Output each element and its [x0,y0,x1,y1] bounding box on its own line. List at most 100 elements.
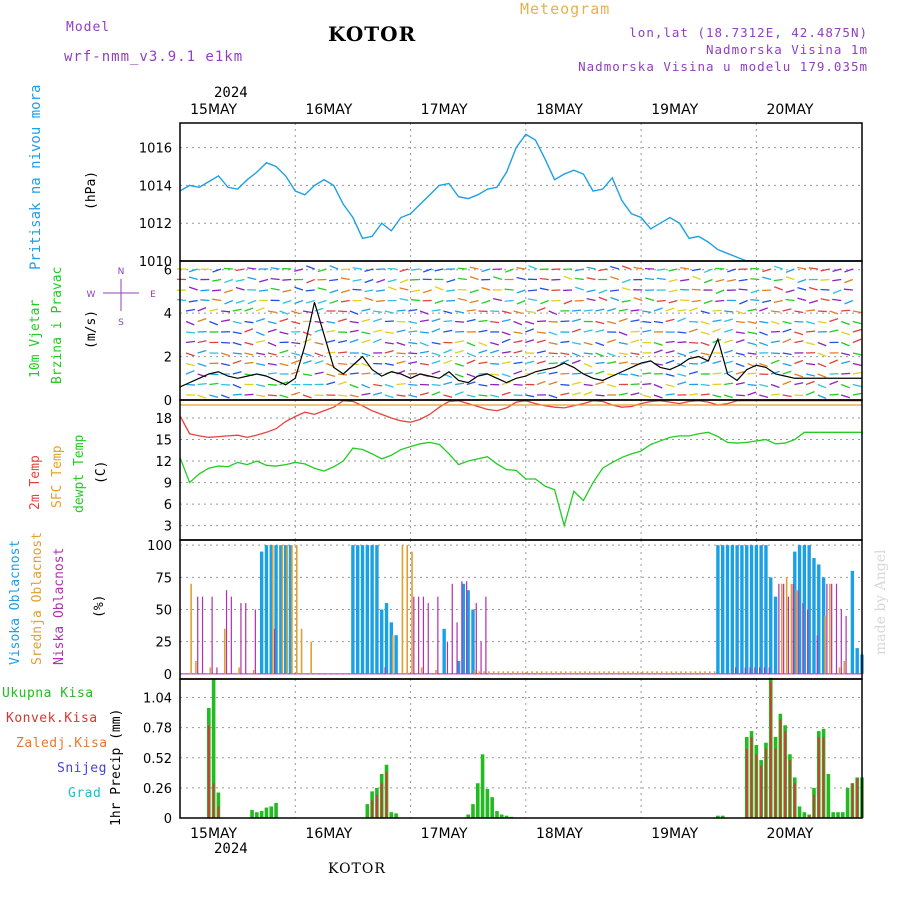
cloud-bar [478,671,481,674]
wind-arrow [244,341,254,346]
cloud-bar [773,596,778,674]
wind-arrow [408,309,418,312]
cloud-bar [281,545,284,674]
cloud-bar [413,596,415,674]
wind-arrow [349,372,359,375]
wind-arrow [279,349,289,354]
wind-arrow [621,278,631,284]
wind-arrow [794,382,804,386]
wind-arrow [770,359,780,365]
cloud-bar [790,583,793,674]
wind-arrow [689,393,699,396]
wind-arrow [454,362,464,367]
temp2m-line [179,400,862,438]
cloud-bar [759,545,763,674]
wind-arrow [630,373,640,377]
wind-arrow [618,308,628,312]
wind-arrow [677,362,687,368]
wind-arrow [770,330,781,333]
wind-arrow [232,359,242,365]
wind-arrow [832,268,842,272]
cloud-bar [754,545,759,674]
cloud-bar [807,545,811,674]
cloud-bar [384,603,389,674]
wind-arrow [410,299,421,302]
wind-arrow [443,394,453,398]
wind-arrow [747,383,757,387]
wind-arrow [548,352,558,355]
wind-arrow [618,341,628,345]
wind-arrow [794,310,804,314]
wind-arrow [563,299,573,305]
wind-arrow [665,393,675,396]
wind-arrow [688,349,698,354]
cloud-bar [190,583,192,674]
wind-arrow [759,383,769,388]
wind-arrow [513,370,523,375]
wind-arrow [314,371,324,375]
wind-arrow [434,286,444,291]
wind-arrow [411,289,421,293]
wind-arrow [256,362,266,366]
wind-arrow [291,341,301,345]
wind-arrow [841,309,851,312]
wind-arrow [598,296,608,302]
wind-arrow [361,372,371,375]
cloud-bar [209,667,212,674]
precip-conv-bar [856,778,859,818]
precip-conv-bar [774,748,777,818]
wind-arrow [621,299,631,303]
wind-arrow [724,349,734,354]
cloud-bar [612,671,615,674]
wind-arrow [399,268,409,273]
precip-conv-bar [750,736,753,818]
wind-arrow [431,383,441,387]
wind-arrow [525,360,535,365]
precip-conv-bar [207,725,210,818]
wind-arrow [572,309,582,312]
precip-total-bar [720,815,725,818]
wind-arrow [724,394,733,399]
wind-arrow [525,328,534,333]
cloud-bar [271,545,274,674]
wind-arrow [817,394,827,400]
wind-arrow [610,296,620,302]
precip-tick-label: 0.52 [143,752,172,767]
wind-arrow [595,361,605,365]
wind-arrow [455,382,465,386]
wind-arrow [279,381,289,386]
cloud-bar [446,641,449,674]
wind-arrow [691,288,701,291]
cloud-bar [812,558,816,674]
precip-conv-bar [760,765,763,818]
wind-arrow [794,331,804,336]
cloud-bar [422,596,425,674]
wind-arrow [677,317,686,323]
wind-arrow [656,277,666,281]
year-label-bottom: 2024 [214,841,248,857]
wind-arrow [645,297,655,302]
wind-arrow [712,309,722,312]
wind-arrow [735,362,745,368]
cloud-bar [502,671,505,674]
bottom-date-label: 15MAY [190,826,237,842]
wind-arrow [501,310,511,314]
cloud-bar [680,671,682,674]
wind-arrow [232,352,242,355]
wind-arrow [817,373,827,378]
wind-arrow [656,268,666,271]
precip-total-bar [255,812,259,818]
wind-arrow [817,310,827,313]
wind-arrow [224,289,233,294]
wind-arrow [373,383,383,387]
wind-arrow [595,394,605,397]
cloud-bar [781,583,783,674]
wind-arrow [677,309,687,312]
wind-arrow [653,341,663,346]
wind-arrow [457,277,467,281]
wind-arrow [212,278,222,282]
precip-conv-bar [808,815,811,818]
wind-arrow [185,320,195,326]
cloud-bar [749,545,754,674]
wind-arrow [724,328,734,333]
